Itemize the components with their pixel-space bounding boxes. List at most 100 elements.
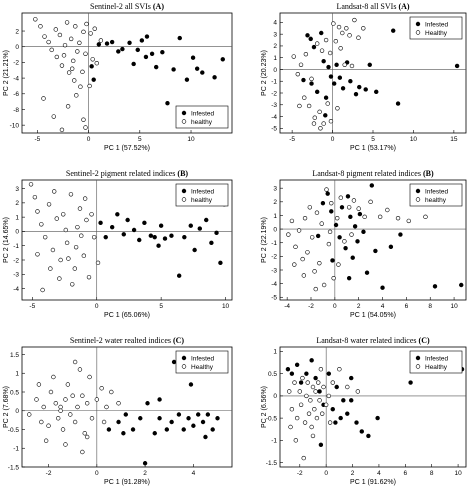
infested-point bbox=[210, 427, 215, 432]
infested-point bbox=[121, 232, 126, 237]
x-tick-label: 0 bbox=[95, 303, 99, 310]
infested-point bbox=[355, 239, 360, 244]
infested-point bbox=[144, 34, 150, 39]
panel-title: Landsat-8 pigment related indices (B) bbox=[312, 169, 434, 178]
healthy-point bbox=[300, 256, 305, 262]
y-tick-label: 0.5 bbox=[268, 371, 277, 378]
healthy-point bbox=[98, 38, 104, 43]
legend-marker-healthy bbox=[181, 364, 187, 369]
infested-point bbox=[289, 371, 295, 376]
healthy-point bbox=[314, 210, 320, 215]
y-tick-label: 1 bbox=[273, 55, 277, 62]
panel-title: Sentinel-2 all SVIs (A) bbox=[90, 2, 164, 11]
healthy-point bbox=[86, 274, 92, 280]
infested-point bbox=[220, 57, 225, 62]
healthy-point bbox=[313, 389, 318, 394]
infested-point bbox=[353, 91, 359, 97]
healthy-point bbox=[80, 69, 85, 75]
healthy-point bbox=[293, 438, 299, 443]
infested-point bbox=[348, 214, 353, 220]
legend-entry: Infested bbox=[191, 355, 215, 362]
x-tick-label: -5 bbox=[289, 136, 295, 143]
x-axis-label: PC 1 (65.06%) bbox=[104, 312, 150, 319]
healthy-point bbox=[316, 380, 321, 385]
healthy-point bbox=[346, 205, 352, 210]
infested-point bbox=[205, 412, 211, 417]
healthy-point bbox=[72, 359, 78, 365]
infested-point bbox=[157, 397, 162, 402]
infested-point bbox=[171, 67, 176, 72]
infested-point bbox=[121, 431, 126, 436]
healthy-point bbox=[80, 449, 85, 455]
healthy-point bbox=[309, 235, 315, 240]
healthy-point bbox=[59, 127, 65, 133]
x-axis-label: PC 1 (53.17%) bbox=[350, 145, 396, 152]
y-tick-label: -1.5 bbox=[266, 460, 278, 467]
panel-title: Sentinel-2 pigment related indices (B) bbox=[66, 169, 189, 178]
healthy-point bbox=[335, 215, 340, 221]
infested-point bbox=[197, 226, 202, 231]
healthy-point bbox=[324, 187, 329, 192]
healthy-point bbox=[336, 24, 342, 30]
panel-3: Sentinel-2 pigment related indices (B) -5… bbox=[3, 169, 233, 319]
y-tick-label: -0.5 bbox=[266, 415, 278, 422]
healthy-point bbox=[326, 241, 332, 247]
x-tick-label: -2 bbox=[297, 470, 303, 477]
infested-point bbox=[156, 243, 161, 248]
healthy-point bbox=[60, 427, 66, 432]
y-axis-label: PC 2 (7.68%) bbox=[3, 386, 10, 428]
healthy-point bbox=[77, 206, 83, 211]
infested-point bbox=[109, 224, 115, 230]
y-tick-label: -1 bbox=[13, 243, 19, 250]
healthy-point bbox=[72, 78, 77, 83]
healthy-point bbox=[287, 389, 292, 394]
healthy-point bbox=[317, 109, 322, 115]
healthy-point bbox=[51, 114, 56, 119]
infested-point bbox=[215, 416, 220, 421]
infested-point bbox=[120, 46, 125, 52]
healthy-point bbox=[84, 21, 89, 27]
healthy-point bbox=[68, 36, 74, 42]
legend: Infested Healthy bbox=[175, 350, 229, 374]
healthy-point bbox=[53, 27, 59, 32]
infested-point bbox=[309, 358, 314, 363]
healthy-point bbox=[79, 233, 84, 238]
healthy-point bbox=[319, 221, 324, 226]
infested-point bbox=[165, 100, 170, 106]
healthy-point bbox=[89, 212, 94, 217]
y-tick-label: -1 bbox=[271, 438, 277, 445]
healthy-point bbox=[38, 24, 43, 29]
plot-frame bbox=[279, 346, 467, 468]
legend-marker-infested bbox=[181, 110, 187, 116]
healthy-point bbox=[296, 228, 302, 233]
healthy-point bbox=[344, 26, 349, 31]
x-tick-label: 2 bbox=[351, 470, 355, 477]
infested-point bbox=[333, 222, 339, 228]
x-tick-label: 0 bbox=[333, 303, 337, 310]
y-tick-label: -4 bbox=[271, 114, 277, 121]
healthy-point bbox=[300, 375, 305, 381]
legend-entry: healthy bbox=[191, 119, 213, 126]
x-tick-label: 6 bbox=[405, 303, 409, 310]
legend: Infested healthy bbox=[175, 183, 229, 207]
infested-point bbox=[361, 229, 366, 235]
healthy-point bbox=[297, 103, 302, 109]
y-tick-label: 3 bbox=[273, 185, 277, 192]
healthy-point bbox=[329, 200, 334, 206]
healthy-point bbox=[302, 215, 308, 221]
y-tick-label: -1 bbox=[13, 446, 19, 453]
healthy-point bbox=[75, 49, 80, 54]
infested-point bbox=[333, 420, 338, 425]
infested-point bbox=[285, 367, 291, 372]
healthy-point bbox=[288, 424, 293, 430]
healthy-point bbox=[54, 216, 59, 221]
legend-entry: Healthy bbox=[191, 364, 214, 371]
infested-point bbox=[432, 284, 438, 289]
infested-point bbox=[366, 433, 371, 439]
healthy-point bbox=[46, 202, 52, 207]
infested-point bbox=[398, 232, 403, 237]
healthy-point bbox=[406, 218, 411, 224]
infested-point bbox=[152, 431, 157, 436]
infested-point bbox=[169, 233, 174, 238]
infested-point bbox=[152, 234, 157, 240]
